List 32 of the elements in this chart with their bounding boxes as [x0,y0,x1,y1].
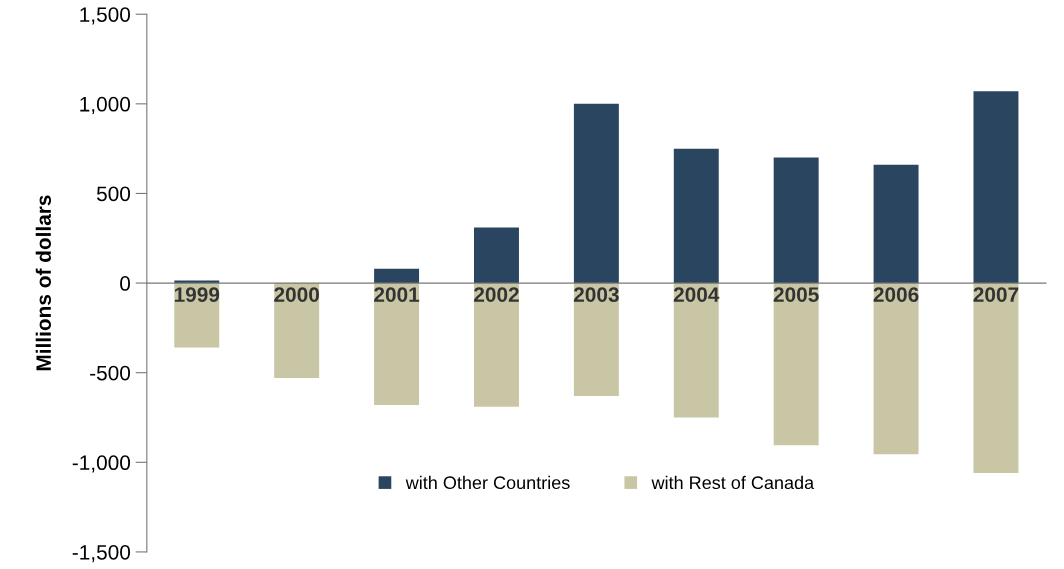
bar [474,283,519,407]
legend-label: with Other Countries [405,475,570,490]
x-tick-label: 2006 [873,287,919,302]
bar [374,268,420,284]
bar [374,283,420,405]
x-tick-label: 2000 [274,287,319,302]
y-tick-label: 1,000 [80,96,131,115]
y-axis-title: Millions of dollars [35,195,52,371]
bar [773,157,819,284]
x-tick-label: 2003 [573,287,619,302]
bar [673,148,719,284]
y-tick-label: 1,500 [80,7,131,25]
x-tick-label: 2007 [973,287,1019,302]
bar [873,283,919,455]
bar [474,227,519,284]
y-tick-label: 500 [96,186,131,202]
x-tick-label: 2005 [773,287,819,302]
bar [873,164,919,284]
bar [973,91,1019,284]
y-tick-label: -500 [90,365,131,381]
x-tick-label: 2002 [474,287,519,302]
bar [274,283,320,379]
bar [673,283,719,418]
x-tick-label: 1999 [174,287,220,302]
y-tick-label: -1,500 [72,544,131,563]
bar [773,283,819,446]
bar [573,283,619,396]
y-tick-label: 0 [120,276,131,291]
bar [573,103,619,284]
bar [973,283,1019,474]
legend-label: with Rest of Canada [651,475,815,490]
y-tick-label: -1,000 [72,455,131,473]
